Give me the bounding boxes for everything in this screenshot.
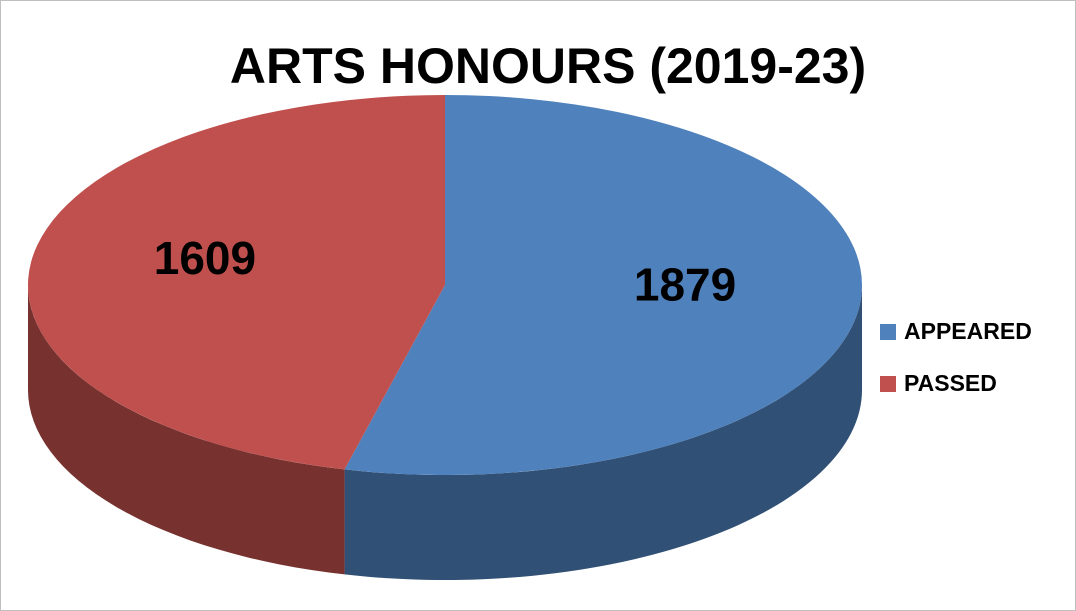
legend-swatch (880, 324, 896, 340)
pie-slice (344, 95, 862, 475)
chart-title: ARTS HONOURS (2019-23) (230, 38, 866, 94)
pie-slice (27, 95, 445, 470)
legend-swatch (880, 376, 896, 392)
legend-label: PASSED (904, 370, 997, 396)
legend-label: APPEARED (904, 318, 1032, 344)
data-label: 1879 (634, 259, 736, 311)
pie-side (28, 285, 345, 575)
pie-side (344, 285, 862, 580)
data-label: 1609 (154, 232, 256, 284)
